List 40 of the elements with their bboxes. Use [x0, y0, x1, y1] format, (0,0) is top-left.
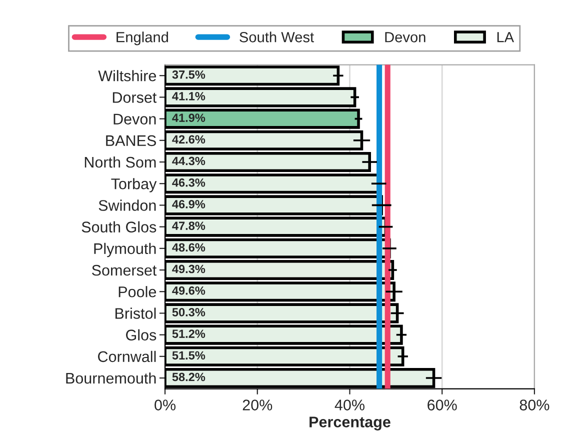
- data-label: 37.5%: [172, 70, 206, 79]
- x-axis-title: Percentage: [310, 416, 390, 430]
- legend-label: South West: [240, 32, 314, 42]
- x-tick-label: 20%: [242, 400, 272, 410]
- data-label: 47.8%: [172, 222, 206, 230]
- y-tick-label: Poole: [118, 286, 156, 298]
- data-label: 44.3%: [172, 156, 206, 166]
- y-tick-label: Wiltshire: [98, 70, 156, 82]
- legend-label: Devon: [385, 32, 426, 42]
- data-label: 42.6%: [172, 135, 206, 144]
- y-tick-label: Swindon: [98, 200, 156, 211]
- y-tick-label: Dorset: [112, 92, 157, 103]
- x-tick-label: 80%: [520, 400, 550, 410]
- data-label: 49.3%: [172, 264, 206, 274]
- y-tick-label: Bristol: [115, 308, 156, 319]
- data-label: 46.3%: [172, 178, 206, 187]
- data-label: 48.6%: [172, 243, 206, 252]
- legend-label: England: [116, 32, 168, 46]
- data-label: 50.3%: [172, 308, 206, 316]
- y-tick-label: Plymouth: [94, 242, 156, 258]
- y-tick-label: Cornwall: [98, 350, 156, 362]
- x-tick-label: 60%: [428, 400, 457, 410]
- y-tick-label: Bournemouth: [66, 372, 156, 384]
- y-tick-label: North Som: [84, 156, 156, 168]
- data-label: 51.5%: [172, 351, 206, 360]
- x-tick-label: 40%: [334, 400, 364, 410]
- data-label: 41.1%: [172, 92, 206, 100]
- y-tick-label: South Glos: [82, 221, 156, 232]
- data-label: 51.2%: [172, 330, 206, 338]
- x-tick-label: 0%: [154, 400, 176, 410]
- legend-label: LA: [497, 32, 514, 42]
- data-label: 41.9%: [172, 114, 206, 122]
- y-tick-label: Torbay: [111, 178, 157, 192]
- y-tick-label: Glos: [126, 329, 156, 340]
- data-label: 49.6%: [172, 286, 206, 295]
- y-tick-label: BANES: [106, 135, 156, 146]
- y-tick-label: Devon: [114, 114, 156, 124]
- data-label: 46.9%: [172, 200, 206, 208]
- data-label: 58.2%: [172, 372, 206, 382]
- y-tick-label: Somerset: [92, 264, 157, 276]
